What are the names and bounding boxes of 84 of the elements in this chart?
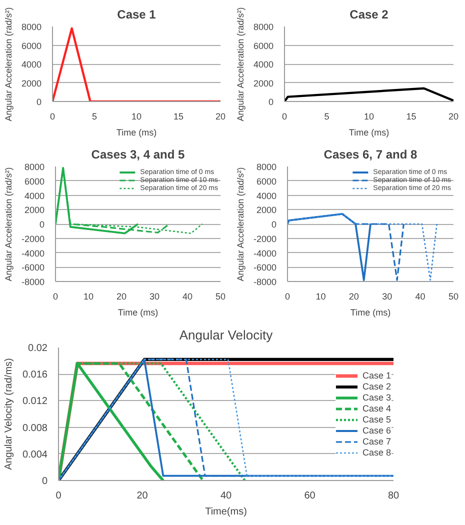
y-tick-label: -8000 [253, 277, 277, 287]
x-tick-label: 20 [448, 112, 459, 122]
y-tick-label: 0.004 [22, 449, 48, 460]
y-tick-label: -6000 [21, 262, 45, 273]
y-tick-label: 0.016 [22, 370, 48, 381]
x-tick-label: 5 [92, 112, 98, 122]
y-tick-label: 4000 [24, 190, 45, 201]
y-tick-label: 2000 [256, 205, 277, 216]
y-tick-label: 6000 [24, 176, 45, 186]
y-tick-label: 6000 [253, 40, 274, 51]
y-tick-label: 8000 [253, 22, 274, 32]
y-tick-label: 8000 [256, 162, 277, 172]
chart-title: Case 1 [117, 8, 156, 22]
x-tick-label: 0 [50, 112, 56, 122]
legend-label: Case 5 [362, 414, 391, 424]
x-tick-label: 20 [348, 292, 359, 302]
x-tick-label: 5 [324, 112, 330, 122]
chart-title: Angular Velocity [179, 328, 274, 342]
legend-label: Case 3 [362, 392, 391, 402]
chart-title: Cases 3, 4 and 5 [91, 148, 186, 162]
y-tick-label: 8000 [24, 162, 45, 172]
x-tick-label: 20 [136, 490, 148, 502]
y-axis-title: Angular Acceleration (rad/s²) [3, 167, 14, 282]
x-axis-title: Time (ms) [350, 308, 391, 318]
y-tick-label: -6000 [253, 262, 277, 273]
y-tick-label: 4000 [253, 60, 274, 70]
y-tick-label: 0.008 [22, 422, 48, 434]
x-tick-label: 40 [182, 292, 193, 302]
x-tick-label: 10 [316, 292, 326, 302]
x-tick-label: 30 [382, 292, 392, 302]
y-tick-label: 0 [268, 97, 274, 107]
x-tick-label: 15 [173, 112, 184, 122]
y-tick-label: -2000 [21, 234, 45, 244]
y-tick-label: 4000 [21, 60, 42, 70]
chart-title: Case 2 [350, 8, 389, 22]
x-tick-label: 15 [406, 112, 416, 122]
x-tick-label: 0 [52, 292, 58, 302]
x-tick-label: 0 [284, 292, 290, 302]
x-tick-label: 30 [149, 292, 160, 302]
x-tick-label: 20 [215, 112, 226, 122]
x-tick-label: 60 [304, 490, 316, 502]
x-tick-label: 80 [388, 490, 400, 502]
legend-label: Case 7 [362, 436, 391, 446]
legend-label: Case 6 [362, 425, 391, 435]
x-axis-title: Time (ms) [116, 128, 157, 138]
x-tick-label: 40 [415, 292, 426, 302]
x-tick-label: 40 [220, 490, 232, 502]
y-tick-label: 8000 [21, 22, 42, 32]
x-tick-label: 50 [448, 292, 459, 302]
y-tick-label: -4000 [21, 248, 45, 258]
y-axis-title: Angular Acceleration (rad/s²) [235, 167, 246, 282]
y-axis-title: Angular Velocity (rad/ms) [3, 358, 14, 470]
y-tick-label: 2000 [253, 78, 274, 88]
y-tick-label: 0 [42, 476, 48, 487]
y-tick-label: 2000 [24, 205, 45, 216]
y-tick-label: -4000 [253, 248, 277, 258]
x-axis-title: Time (ms) [348, 128, 390, 138]
legend-label: Case 8 [362, 447, 391, 457]
x-tick-label: 10 [131, 112, 142, 122]
x-tick-label: 10 [364, 112, 374, 122]
x-axis-title: Time(ms) [205, 506, 247, 518]
y-axis-title: Angular Acceleration (rad/s²) [3, 7, 14, 122]
y-tick-label: -2000 [253, 234, 277, 244]
legend-label: Case 1 [362, 370, 391, 380]
chart-title: Cases 6, 7 and 8 [324, 148, 418, 162]
y-tick-label: 2000 [21, 78, 42, 88]
y-tick-label: 0.02 [28, 343, 48, 354]
legend-label: Case 2 [362, 381, 391, 391]
y-tick-label: 6000 [21, 40, 42, 51]
y-tick-label: 4000 [256, 190, 277, 201]
x-axis-title: Time (ms) [118, 308, 158, 318]
x-tick-label: 0 [282, 112, 288, 122]
y-tick-label: 0 [39, 220, 45, 230]
x-tick-label: 50 [215, 292, 226, 302]
x-tick-label: 0 [56, 490, 62, 502]
x-tick-label: 10 [83, 292, 94, 302]
y-tick-label: 0.012 [22, 396, 48, 408]
legend-label: Case 4 [362, 403, 391, 413]
y-tick-label: 0 [36, 97, 42, 107]
x-tick-label: 20 [116, 292, 127, 302]
y-axis-title: Angular Acceleration (rad/s²) [235, 7, 246, 122]
y-tick-label: -8000 [21, 277, 45, 287]
y-tick-label: 6000 [256, 176, 277, 186]
y-tick-label: 0 [271, 220, 277, 230]
